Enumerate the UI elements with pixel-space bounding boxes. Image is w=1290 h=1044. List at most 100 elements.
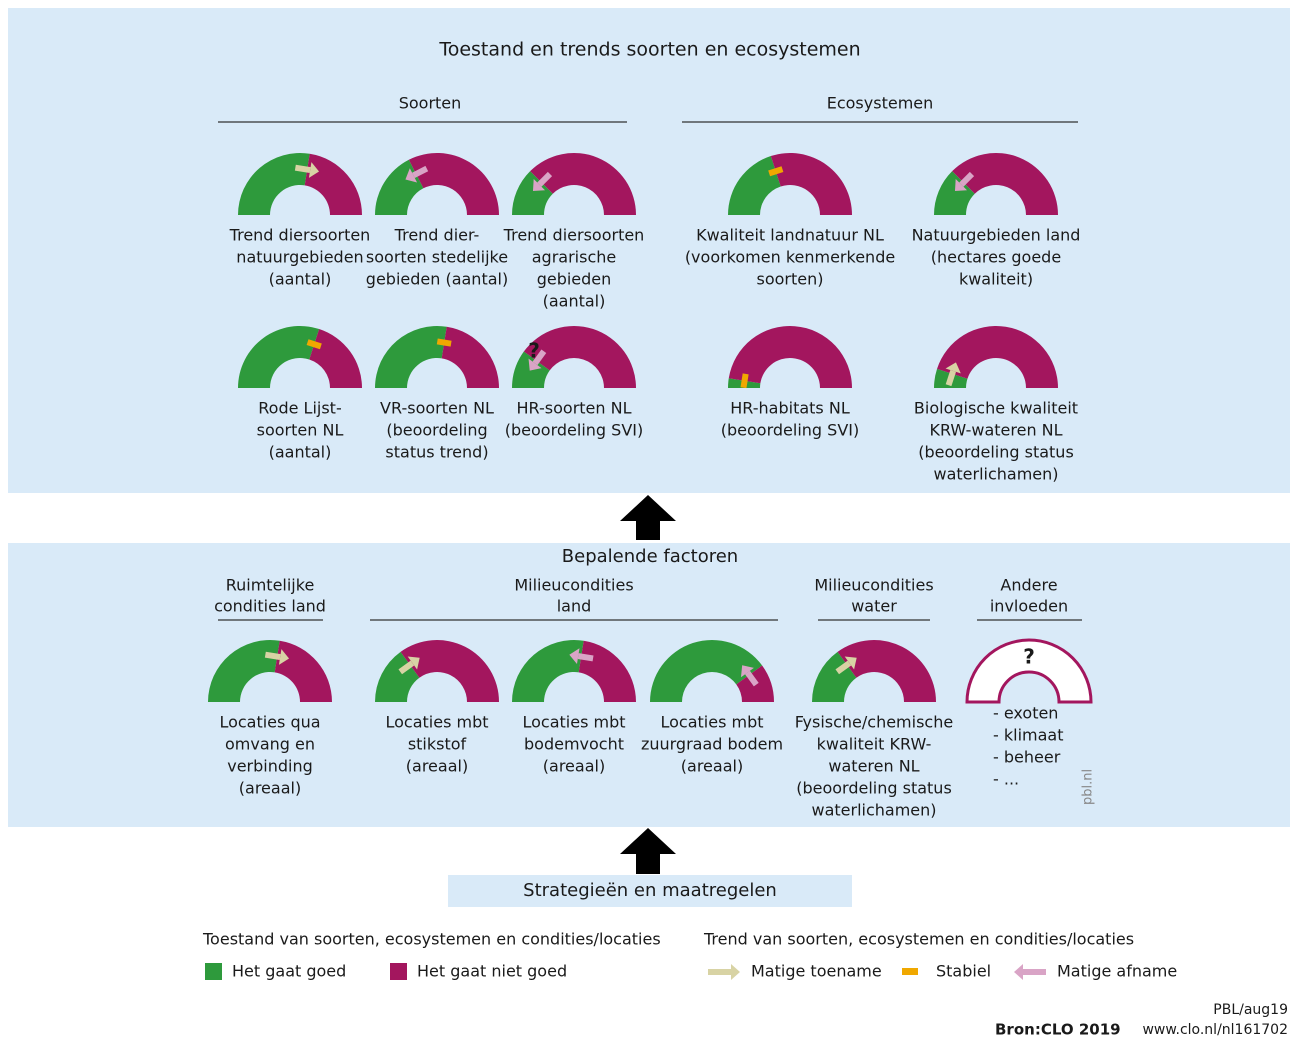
gauge-bad (274, 640, 332, 702)
trend-arrow-head (532, 178, 546, 191)
gauge-label: Trend diersoorten (229, 226, 371, 245)
gauge-good (238, 326, 320, 388)
gauge-label: stikstof (408, 735, 467, 754)
trend-arrow (412, 165, 429, 179)
gauge-label: bodemvocht (524, 735, 624, 754)
gauge-label: soorten stedelijke (366, 248, 508, 267)
trend-arrow (577, 653, 594, 662)
gauge-label: Kwaliteit landnatuur NL (696, 226, 884, 245)
gauge-good (512, 171, 553, 215)
trend-stable (740, 373, 749, 389)
gauge-bad (530, 153, 636, 215)
gauge-label: agrarische (532, 248, 616, 267)
gauge-good (934, 171, 975, 215)
gauge-label: soorten) (757, 270, 824, 289)
gauge-label: Trend diersoorten (503, 226, 645, 245)
trend-arrow (959, 171, 975, 187)
gauge-label: status trend) (385, 443, 488, 462)
gauge-label: VR-soorten NL (380, 399, 494, 418)
gauge-bad (770, 153, 852, 215)
group-title: Milieucondities (814, 576, 933, 595)
gauge-label: zuurgraad bodem (641, 735, 783, 754)
gauge-bad (441, 326, 499, 388)
gauge-label: kwaliteit) (959, 270, 1033, 289)
gauge-label: (hectares goede (931, 248, 1061, 267)
gauge-label: waterlichamen) (933, 465, 1058, 484)
legend-label: Het gaat goed (232, 962, 346, 981)
gauge-label: Biologische kwaliteit (914, 399, 1078, 418)
gauge-label: omvang en (225, 735, 315, 754)
factors-panel (8, 543, 1290, 827)
trend-arrow-head (407, 656, 420, 670)
gauge-good (728, 156, 781, 215)
gauge-label: (areaal) (681, 757, 743, 776)
gauge-label: soorten NL (257, 421, 344, 440)
legend-stable (902, 968, 918, 975)
gauge-bad (952, 152, 1058, 215)
gauge-bad (408, 153, 499, 215)
gauge-label: natuurgebieden (236, 248, 363, 267)
gauge-good (512, 640, 584, 702)
trend-arrow (945, 370, 957, 387)
trend-arrow (532, 349, 547, 366)
trend-arrow (835, 660, 852, 675)
group-title: Andere (1000, 576, 1057, 595)
group-title: invloeden (990, 597, 1068, 616)
trend-arrow-head (278, 649, 290, 665)
gauge-label: (beoordeling status (796, 779, 952, 798)
gauge-label: HR-soorten NL (517, 399, 632, 418)
gauge-label: Locaties mbt (660, 713, 763, 732)
group-title: water (851, 597, 897, 616)
gauge-label: (beoordeling status (918, 443, 1074, 462)
trend-stable (436, 338, 452, 347)
gauge-label: KRW-wateren NL (929, 421, 1062, 440)
gauge-label: (voorkomen kenmerkende (685, 248, 895, 267)
trend-arrow-head (844, 656, 857, 670)
legend-label: Matige afname (1057, 962, 1177, 981)
source-code: PBL/aug19 (1213, 1002, 1288, 1018)
trend-arrow-head (740, 665, 754, 678)
legend-swatch (390, 963, 407, 980)
arrow-up (620, 828, 676, 874)
gauge-good (238, 152, 310, 215)
gauge-label: - ... (993, 770, 1019, 789)
trend-arrow-head (731, 964, 740, 980)
gauge-label: gebieden (aantal) (366, 270, 508, 289)
legend-title: Trend van soorten, ecosystemen en condit… (703, 930, 1134, 949)
trend-arrow-head (954, 178, 968, 191)
trend-arrow-head (528, 358, 542, 371)
trend-arrow (537, 171, 553, 187)
gauge-label: - exoten (993, 704, 1058, 723)
watermark: pbl.nl (1081, 769, 1096, 805)
trend-arrow-head (945, 362, 961, 374)
gauge-label: wateren NL (828, 757, 919, 776)
gauge-good (649, 639, 763, 702)
gauge-label: - klimaat (993, 726, 1063, 745)
gauge-label: (areaal) (543, 757, 605, 776)
group-title: condities land (214, 597, 326, 616)
gauge-label: (beoordeling SVI) (721, 421, 859, 440)
strategy-box (448, 875, 852, 907)
gauge-good (375, 326, 447, 388)
trend-arrow-head (1014, 964, 1023, 980)
gauge-label: (areaal) (406, 757, 468, 776)
trend-arrow (264, 651, 281, 660)
gauge-bad (400, 639, 499, 702)
trend-arrow-head (308, 162, 320, 178)
gauge-label: Trend dier- (394, 226, 480, 245)
gauge-note: ? (528, 339, 540, 363)
gauge-label: HR-habitats NL (730, 399, 850, 418)
gauge-bad (523, 325, 636, 388)
gauge-bad (728, 326, 852, 388)
gauge-label: Rode Lijst- (258, 399, 341, 418)
group-title: land (557, 597, 592, 616)
gauge-label: (beoordeling (386, 421, 487, 440)
gauge-label: (areaal) (239, 779, 301, 798)
legend-title: Toestand van soorten, ecosystemen en con… (202, 930, 661, 949)
group-title: Milieucondities (514, 576, 633, 595)
source-url: www.clo.nl/nl161702 (1142, 1022, 1288, 1038)
trend-stable (768, 166, 784, 177)
gauge-label: - beheer (993, 748, 1061, 767)
gauge-bad (304, 153, 362, 215)
